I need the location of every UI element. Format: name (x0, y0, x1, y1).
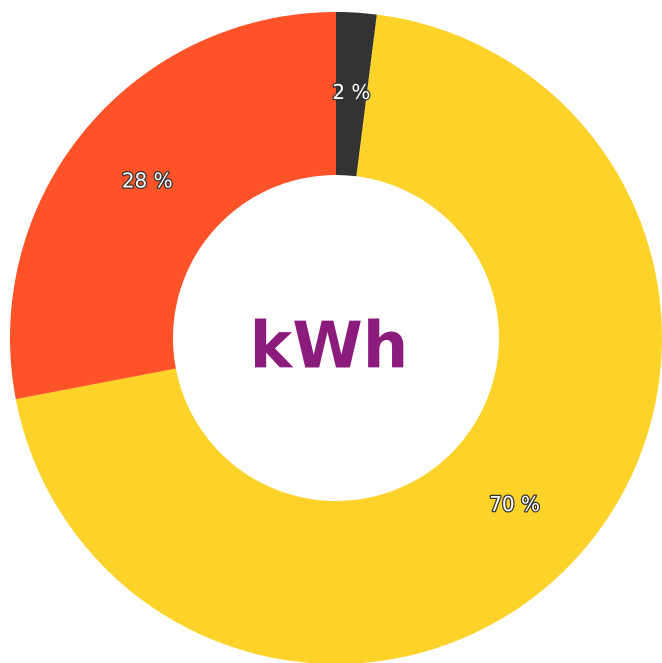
slice (15, 14, 662, 663)
value-label: 28 % (122, 168, 173, 192)
slices (9, 12, 662, 663)
center-label: kWh (250, 310, 409, 384)
slice (9, 12, 336, 400)
value-label: 2 % (332, 80, 370, 104)
slice (336, 12, 377, 177)
value-label: 70 % (489, 492, 540, 516)
